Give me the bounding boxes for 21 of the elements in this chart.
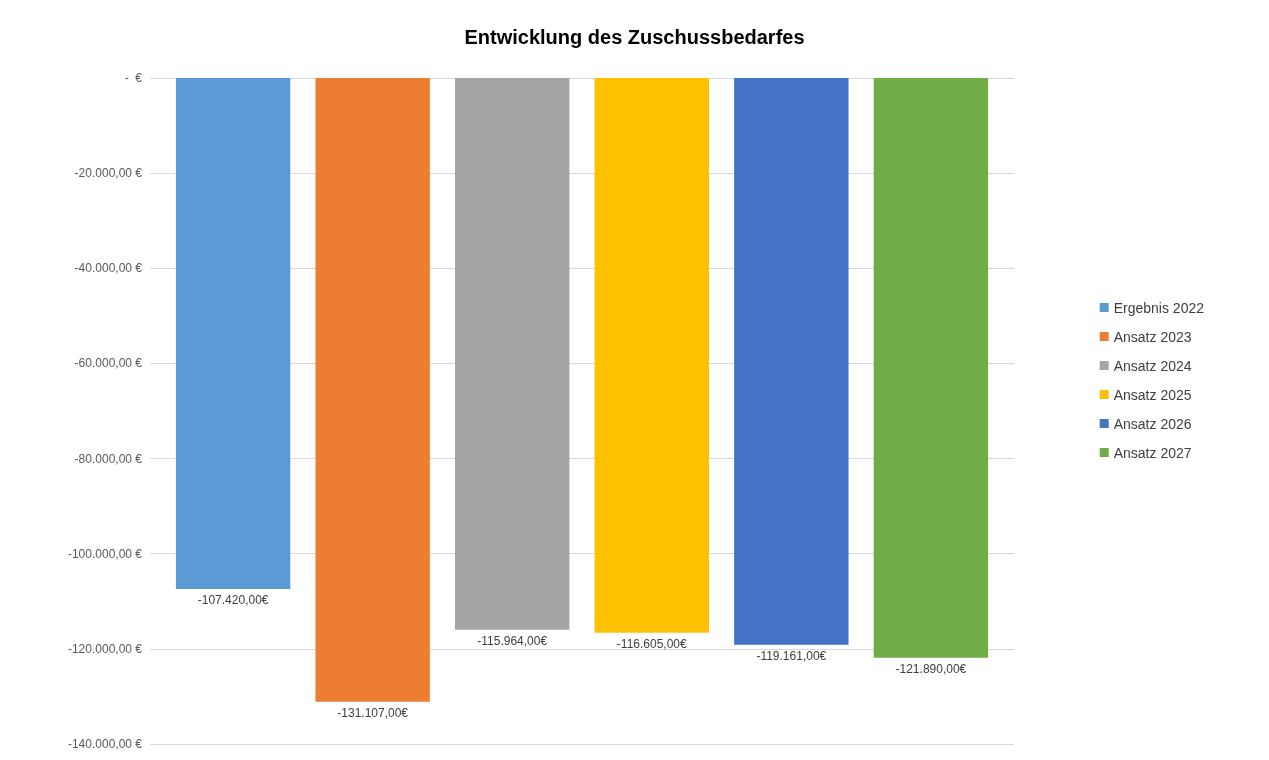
y-tick-label: -60.000,00 € (74, 356, 143, 371)
data-label: -107.420,00€ (197, 593, 269, 608)
data-label: -121.890,00€ (895, 661, 967, 676)
y-tick-label: -80.000,00 € (74, 451, 143, 466)
legend-label: Ansatz 2024 (1113, 357, 1192, 374)
legend-label: Ansatz 2027 (1113, 444, 1192, 461)
data-label: -116.605,00€ (616, 636, 688, 651)
y-tick-label: -120.000,00 € (67, 641, 143, 656)
legend-label: Ansatz 2023 (1113, 328, 1192, 345)
legend-label: Ansatz 2026 (1113, 415, 1192, 432)
data-label: -119.161,00€ (756, 648, 827, 663)
y-tick-label: -140.000,00 € (67, 737, 143, 751)
data-label: -115.964,00€ (477, 633, 548, 648)
legend-label: Ergebnis 2022 (1113, 299, 1205, 316)
legend-label: Ansatz 2025 (1113, 386, 1192, 403)
y-tick-label: -20.000,00 € (74, 166, 143, 181)
chart-title: Entwicklung des Zuschussbedarfes (464, 26, 805, 48)
y-tick-label: - € (124, 71, 143, 85)
y-tick-label: -100.000,00 € (67, 546, 143, 561)
y-tick-label: -40.000,00 € (74, 261, 143, 276)
data-label: -131.107,00€ (337, 705, 409, 720)
